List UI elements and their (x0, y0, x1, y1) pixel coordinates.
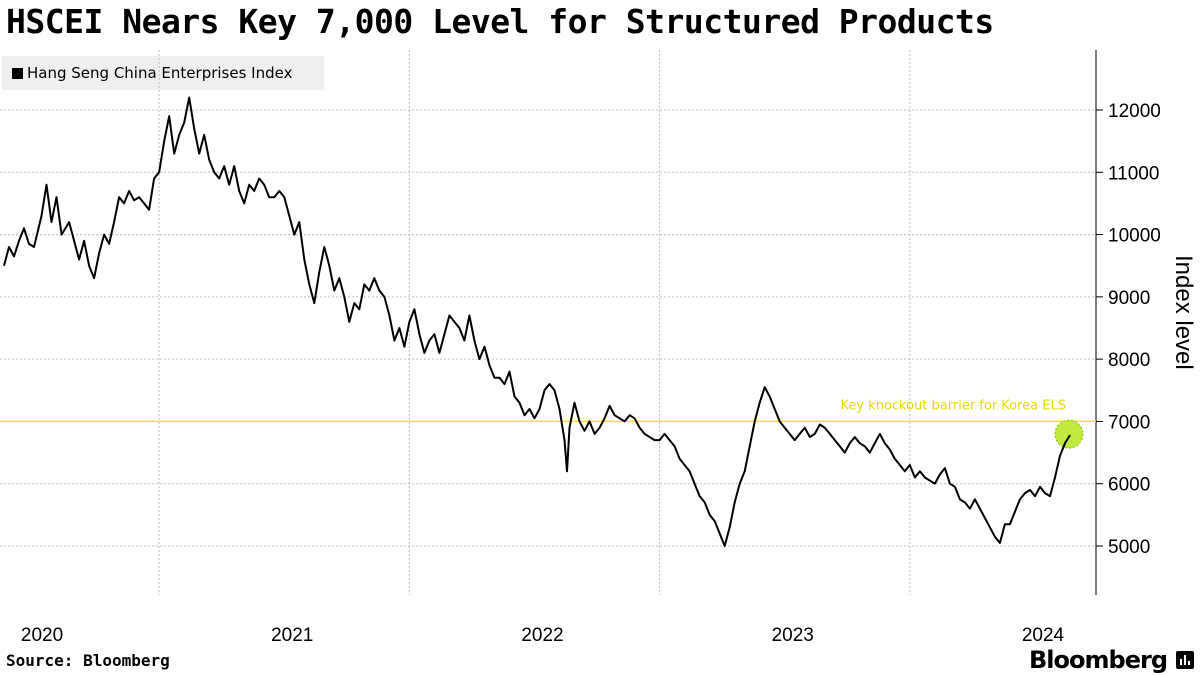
y-tick-label: 5000 (1108, 537, 1150, 558)
x-tick-label: 2022 (521, 625, 563, 646)
highlight-marker (1054, 419, 1084, 449)
source-note: Source: Bloomberg (6, 651, 170, 670)
x-tick-label: 2023 (772, 625, 814, 646)
y-tick-label: 11000 (1108, 163, 1159, 184)
x-tick-label: 2020 (21, 625, 63, 646)
y-tick-label: 12000 (1108, 101, 1161, 122)
barrier-label: Key knockout barrier for Korea ELS (840, 398, 1066, 413)
legend: Hang Seng China Enterprises Index (2, 56, 324, 90)
x-tick-label: 2021 (271, 625, 313, 646)
y-axis-label: Index level (1170, 255, 1197, 370)
y-tick-label: 9000 (1108, 288, 1150, 309)
chart-title: HSCEI Nears Key 7,000 Level for Structur… (6, 2, 994, 41)
x-tick-label: 2024 (1022, 625, 1065, 646)
y-tick-label: 6000 (1108, 475, 1150, 496)
bar-chart-icon (1176, 651, 1194, 669)
brand-logo: Bloomberg (1029, 646, 1168, 674)
y-tick-label: 8000 (1108, 350, 1150, 371)
series-line-hscei (3, 96, 1071, 547)
y-tick-label: 7000 (1108, 412, 1150, 433)
legend-swatch (12, 67, 23, 79)
legend-label: Hang Seng China Enterprises Index (27, 64, 293, 82)
y-tick-label: 10000 (1108, 226, 1161, 247)
